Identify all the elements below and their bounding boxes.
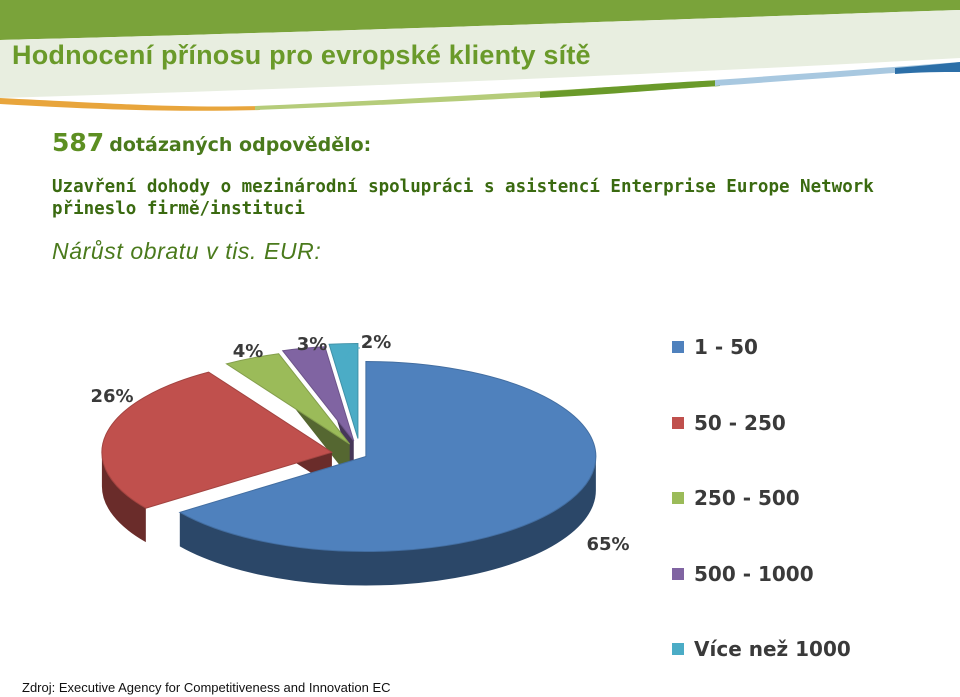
data-label-3: 4% bbox=[233, 341, 264, 362]
header-green-band bbox=[0, 0, 960, 40]
header-band bbox=[0, 0, 960, 111]
legend-item-5: Více než 1000 bbox=[672, 634, 851, 664]
data-label-1: 65% bbox=[586, 534, 629, 555]
legend-item-3: 250 - 500 bbox=[672, 483, 800, 513]
pie-chart: 65% 26% 4% 3% 2% bbox=[90, 332, 630, 586]
data-label-5: 2% bbox=[361, 332, 392, 353]
slice-250-500 bbox=[225, 353, 351, 445]
legend-label: 1 - 50 bbox=[694, 335, 758, 359]
respondents-label: dotázaných odpovědělo: bbox=[109, 134, 372, 156]
legend-label: 250 - 500 bbox=[694, 486, 800, 510]
slice-500-1000 bbox=[281, 346, 355, 442]
legend-label: Více než 1000 bbox=[694, 637, 851, 661]
legend-swatch bbox=[672, 416, 684, 429]
legend-item-2: 50 - 250 bbox=[672, 408, 786, 438]
legend-item-1: 1 - 50 bbox=[672, 332, 758, 362]
header-swoosh-dark bbox=[540, 80, 720, 98]
page-title: Hodnocení přínosu pro evropské klienty s… bbox=[12, 40, 591, 70]
data-label-2: 26% bbox=[90, 386, 133, 407]
legend-swatch bbox=[672, 567, 684, 580]
slice-50-250 bbox=[101, 371, 334, 509]
legend-label: 50 - 250 bbox=[694, 410, 786, 435]
legend-item-4: 500 - 1000 bbox=[672, 559, 814, 589]
source-note: Zdroj: Executive Agency for Competitiven… bbox=[22, 680, 391, 695]
legend-swatch bbox=[672, 643, 684, 655]
legend-label: 500 - 1000 bbox=[694, 561, 814, 586]
leader-line bbox=[344, 347, 360, 359]
legend-swatch bbox=[672, 341, 684, 353]
legend-swatch bbox=[672, 492, 684, 504]
description-text: Uzavření dohody o mezinárodní spolupráci… bbox=[52, 177, 874, 219]
header-light-band bbox=[0, 10, 960, 98]
slice-vícenež1000 bbox=[328, 343, 359, 439]
data-label-4: 3% bbox=[297, 334, 328, 355]
slice-1-50 bbox=[178, 360, 597, 552]
respondents-count: 587 bbox=[52, 128, 105, 157]
chart-subtitle: Nárůst obratu v tis. EUR: bbox=[52, 238, 322, 264]
respondents-line: 587 dotázaných odpovědělo: bbox=[52, 128, 371, 157]
header-swoosh-blue bbox=[895, 62, 960, 74]
header-swoosh-orange bbox=[0, 98, 260, 111]
